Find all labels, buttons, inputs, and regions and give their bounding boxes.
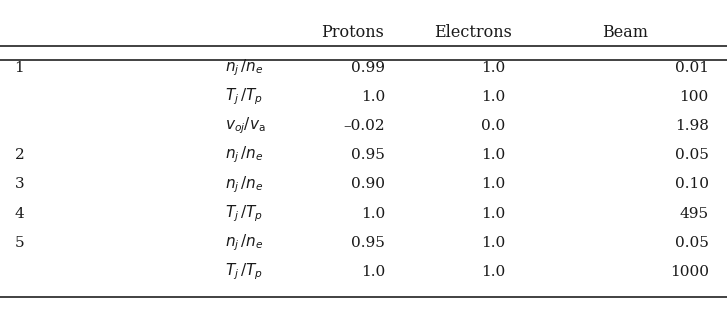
Text: 1.0: 1.0 xyxy=(361,90,385,104)
Text: 1.0: 1.0 xyxy=(361,265,385,279)
Text: Electrons: Electrons xyxy=(433,24,512,41)
Text: –0.02: –0.02 xyxy=(344,119,385,133)
Text: $T_j\,/T_p$: $T_j\,/T_p$ xyxy=(225,203,263,224)
Text: 4: 4 xyxy=(15,207,24,220)
Text: Protons: Protons xyxy=(321,24,384,41)
Text: $n_j\,/n_e$: $n_j\,/n_e$ xyxy=(225,232,264,253)
Text: 1.0: 1.0 xyxy=(481,177,505,191)
Text: 3: 3 xyxy=(15,177,24,191)
Text: 1.0: 1.0 xyxy=(481,207,505,220)
Text: 0.95: 0.95 xyxy=(351,148,385,162)
Text: 1.98: 1.98 xyxy=(675,119,709,133)
Text: 0.95: 0.95 xyxy=(351,236,385,250)
Text: 1000: 1000 xyxy=(670,265,709,279)
Text: 1.0: 1.0 xyxy=(481,148,505,162)
Text: $n_j\,/n_e$: $n_j\,/n_e$ xyxy=(225,174,264,195)
Text: 495: 495 xyxy=(680,207,709,220)
Text: 5: 5 xyxy=(15,236,24,250)
Text: 0.05: 0.05 xyxy=(675,236,709,250)
Text: $v_{oj}/v_{\rm a}$: $v_{oj}/v_{\rm a}$ xyxy=(225,116,266,136)
Text: 1.0: 1.0 xyxy=(481,90,505,104)
Text: $n_j\,/n_e$: $n_j\,/n_e$ xyxy=(225,57,264,78)
Text: 1: 1 xyxy=(15,61,24,74)
Text: $n_j\,/n_e$: $n_j\,/n_e$ xyxy=(225,145,264,165)
Text: 2: 2 xyxy=(15,148,24,162)
Text: 1.0: 1.0 xyxy=(361,207,385,220)
Text: 0.99: 0.99 xyxy=(351,61,385,74)
Text: $T_j\,/T_p$: $T_j\,/T_p$ xyxy=(225,262,263,282)
Text: 0.01: 0.01 xyxy=(675,61,709,74)
Text: $T_j\,/T_p$: $T_j\,/T_p$ xyxy=(225,86,263,107)
Text: 100: 100 xyxy=(680,90,709,104)
Text: 0.0: 0.0 xyxy=(481,119,505,133)
Text: 0.90: 0.90 xyxy=(351,177,385,191)
Text: 1.0: 1.0 xyxy=(481,236,505,250)
Text: 1.0: 1.0 xyxy=(481,265,505,279)
Text: Beam: Beam xyxy=(602,24,648,41)
Text: 1.0: 1.0 xyxy=(481,61,505,74)
Text: 0.05: 0.05 xyxy=(675,148,709,162)
Text: 0.10: 0.10 xyxy=(675,177,709,191)
